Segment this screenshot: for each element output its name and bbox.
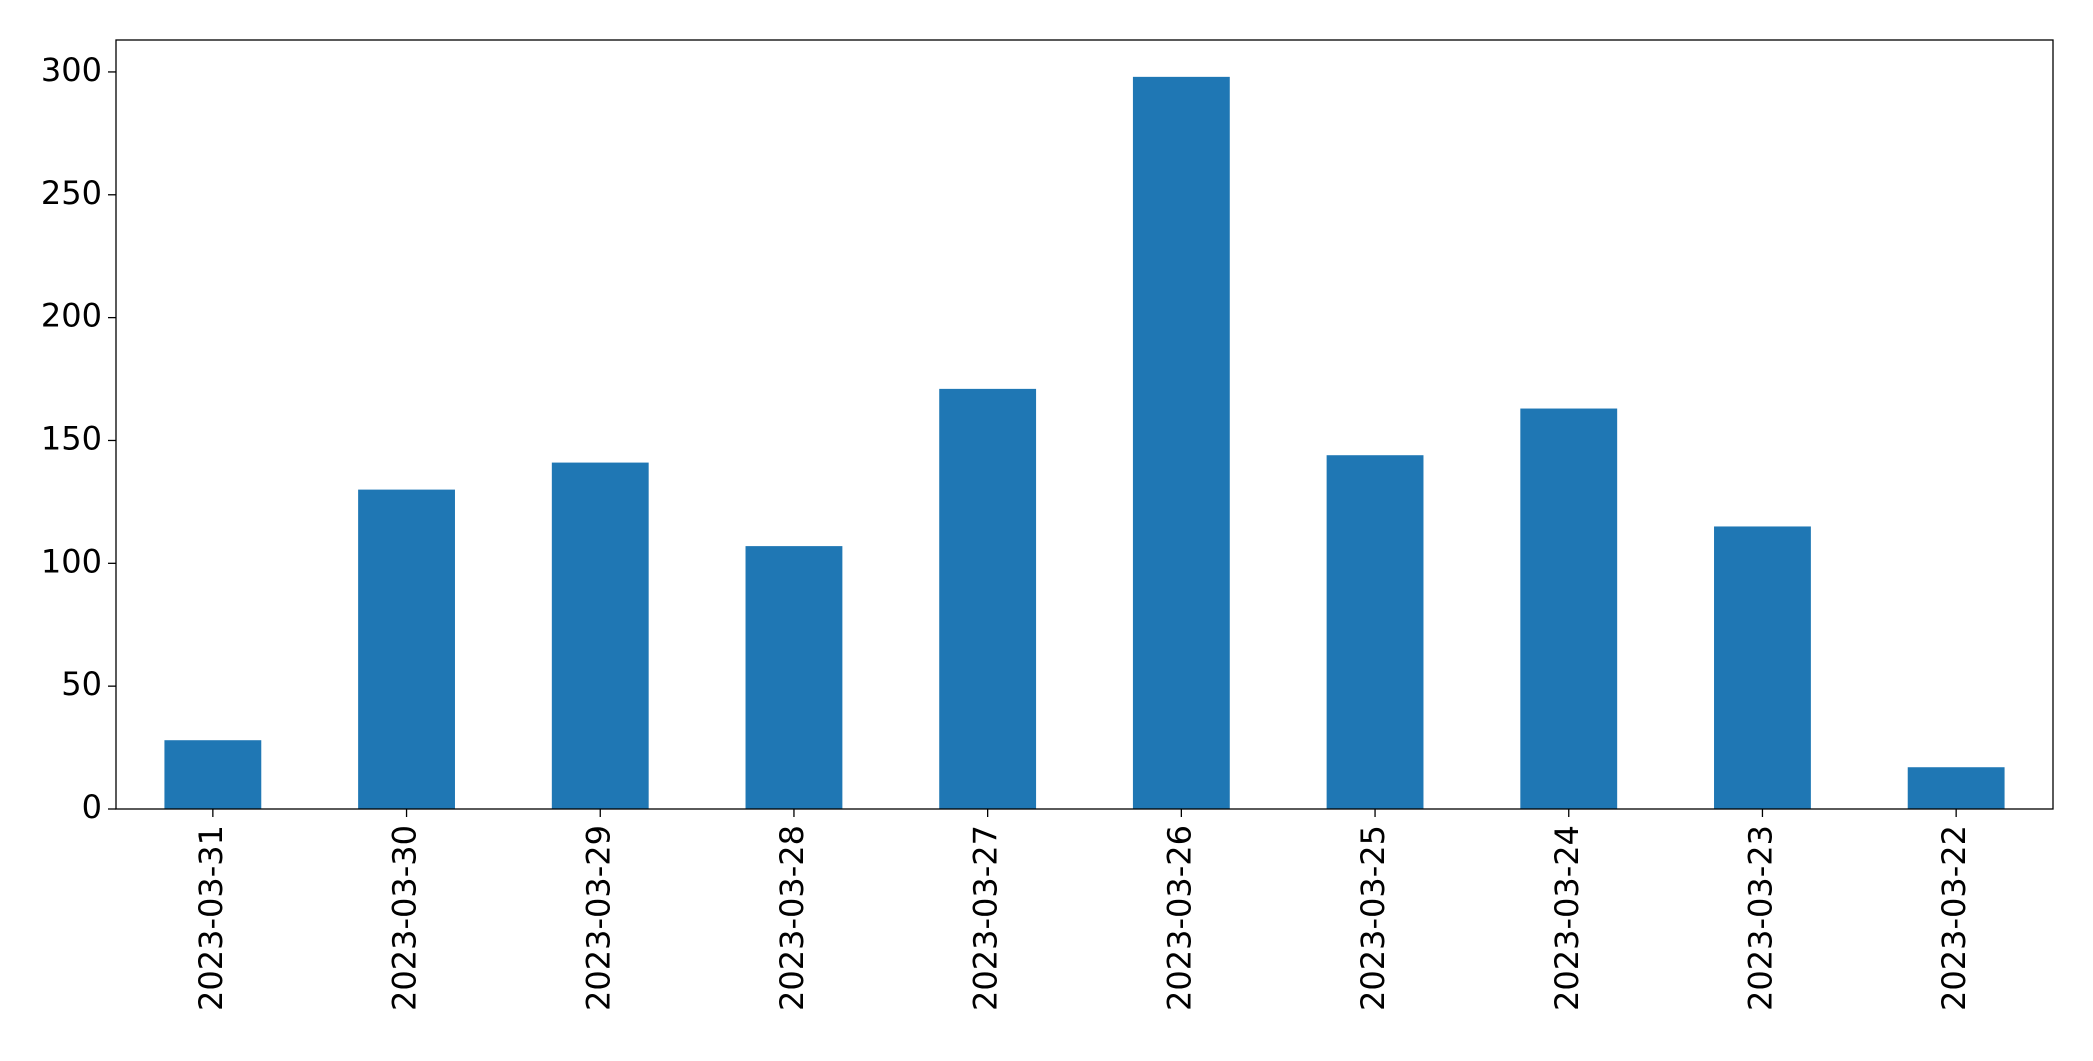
y-tick-label: 100: [41, 542, 102, 580]
x-tick-label: 2023-03-28: [773, 825, 811, 1011]
bar: [164, 740, 262, 809]
plot-frame: [115, 39, 2054, 810]
x-tick-label: 2023-03-30: [386, 825, 424, 1011]
y-tick-label: 0: [82, 788, 102, 826]
x-tick-label: 2023-03-25: [1354, 825, 1392, 1011]
y-tick-label: 50: [61, 665, 102, 703]
y-tick-label: 150: [41, 419, 102, 457]
x-tick-label: 2023-03-26: [1160, 825, 1198, 1011]
bar: [939, 388, 1037, 809]
y-tick-label: 250: [41, 174, 102, 212]
x-tick-label: 2023-03-24: [1548, 825, 1586, 1011]
y-tick-label: 200: [41, 297, 102, 335]
bar: [358, 489, 455, 809]
bar: [1907, 767, 2005, 809]
bar: [551, 462, 649, 809]
bar: [1714, 526, 1811, 809]
x-tick-label: 2023-03-27: [967, 825, 1005, 1011]
bar: [1520, 408, 1618, 809]
x-tick-label: 2023-03-22: [1935, 825, 1973, 1011]
bar: [745, 546, 843, 809]
y-tick-label: 300: [41, 51, 102, 89]
x-tick-label: 2023-03-23: [1741, 825, 1779, 1011]
bar: [1326, 455, 1424, 809]
x-tick-label: 2023-03-31: [192, 825, 230, 1011]
x-tick-label: 2023-03-29: [579, 825, 617, 1011]
bar: [1132, 76, 1230, 810]
